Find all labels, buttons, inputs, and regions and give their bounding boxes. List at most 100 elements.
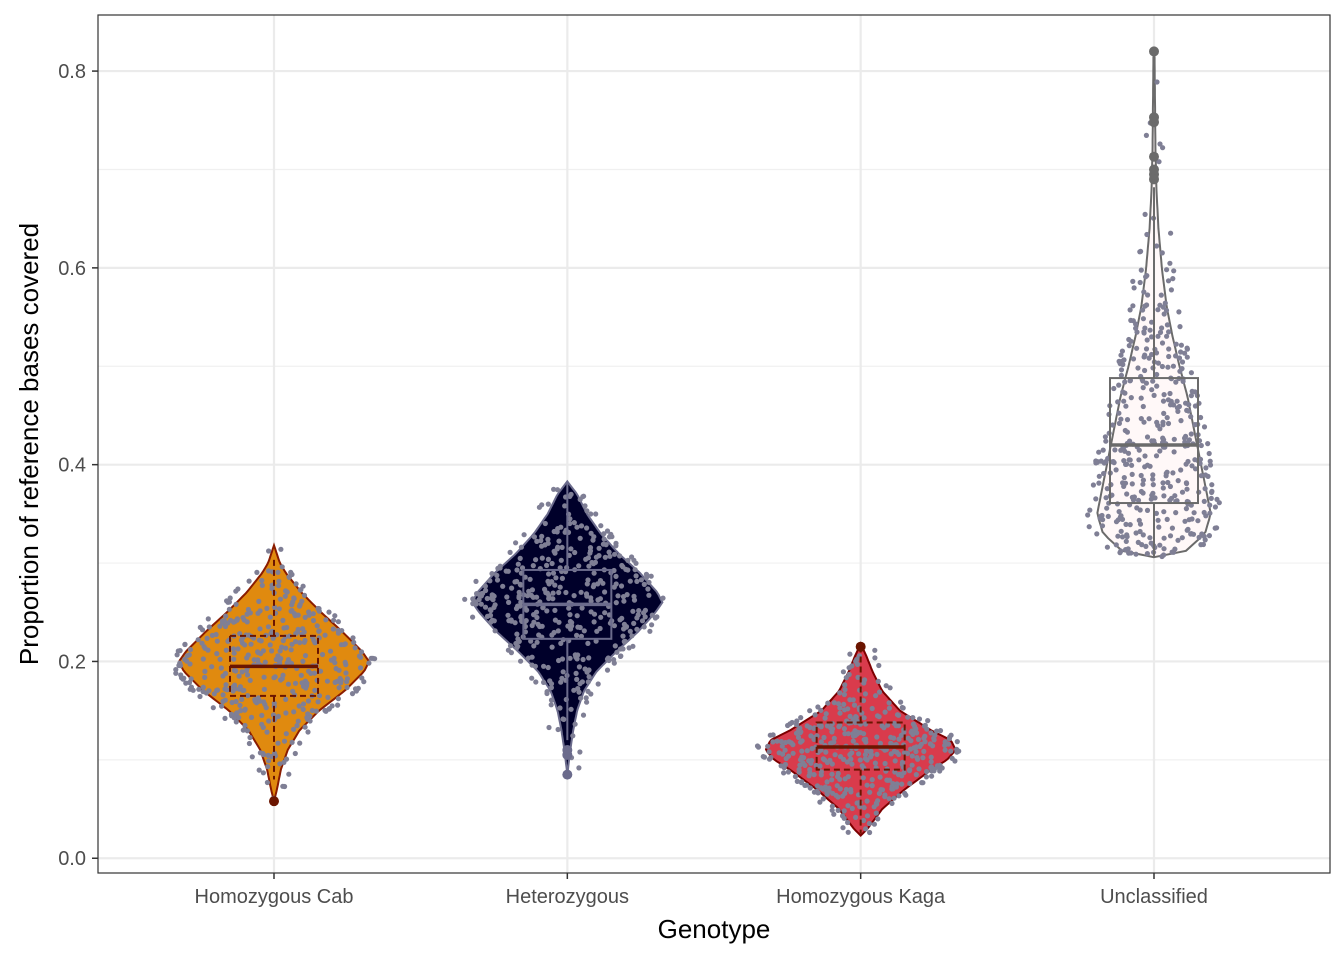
data-point	[223, 647, 229, 653]
data-point	[233, 698, 239, 705]
data-point	[790, 742, 796, 748]
data-point	[247, 677, 253, 684]
data-point	[1212, 525, 1218, 531]
data-point	[580, 656, 586, 663]
data-point	[606, 549, 612, 555]
data-point	[1094, 531, 1100, 537]
data-point	[574, 632, 580, 639]
data-point	[545, 501, 551, 507]
data-point	[836, 724, 842, 730]
data-point	[1206, 533, 1212, 539]
data-point	[325, 694, 331, 701]
data-point	[223, 682, 229, 688]
data-point	[811, 772, 817, 778]
data-point	[558, 557, 564, 563]
data-point	[863, 736, 869, 742]
data-point	[812, 712, 818, 718]
data-point	[1137, 507, 1143, 513]
data-point	[230, 646, 237, 652]
data-point	[629, 554, 635, 560]
data-point	[541, 663, 547, 669]
data-point	[508, 618, 515, 624]
data-point	[1141, 419, 1147, 425]
data-point	[534, 594, 540, 600]
data-point	[837, 710, 843, 716]
data-point	[1123, 521, 1129, 528]
data-point	[1150, 482, 1156, 488]
data-point	[1129, 481, 1135, 487]
data-point	[1160, 435, 1166, 441]
data-point	[1133, 321, 1139, 327]
data-point	[269, 648, 275, 654]
data-point	[221, 618, 227, 624]
data-point	[898, 732, 904, 739]
data-point	[765, 743, 771, 749]
data-point	[632, 567, 638, 573]
data-point	[837, 786, 843, 792]
data-point	[259, 712, 265, 719]
data-point	[1160, 398, 1167, 404]
data-point	[199, 627, 206, 633]
data-point	[857, 730, 864, 736]
data-point	[631, 620, 637, 627]
data-point	[550, 570, 557, 576]
data-point	[774, 738, 780, 744]
data-point	[624, 592, 630, 598]
data-point	[276, 583, 282, 589]
data-point	[545, 540, 551, 546]
data-point	[914, 730, 920, 736]
data-point	[1130, 278, 1136, 284]
data-point	[1173, 353, 1179, 359]
data-point	[802, 782, 808, 789]
data-point	[473, 601, 479, 607]
data-point	[861, 805, 867, 811]
data-point	[293, 639, 299, 645]
data-point	[1123, 461, 1129, 467]
data-point	[1129, 494, 1135, 500]
data-point	[489, 571, 495, 577]
data-point	[1178, 467, 1184, 473]
data-point	[276, 606, 282, 612]
data-point	[876, 790, 883, 797]
data-point	[591, 619, 597, 625]
data-point	[1097, 515, 1103, 521]
data-point	[570, 733, 576, 739]
data-point	[509, 585, 515, 591]
data-point	[1136, 447, 1142, 453]
data-point	[559, 656, 566, 662]
data-point	[260, 648, 266, 654]
data-point	[1112, 447, 1118, 453]
data-point	[620, 646, 626, 652]
data-point	[1154, 243, 1160, 249]
data-point	[930, 743, 936, 749]
data-point	[260, 724, 266, 731]
data-point	[841, 701, 847, 708]
data-point	[1104, 486, 1110, 492]
data-point	[647, 628, 653, 634]
data-point	[1134, 345, 1140, 351]
data-point	[621, 598, 627, 604]
data-point	[1150, 476, 1156, 482]
data-point	[1161, 493, 1167, 499]
data-point	[336, 667, 342, 673]
data-point	[826, 785, 832, 791]
data-point	[223, 613, 229, 619]
data-point	[920, 755, 926, 761]
data-point	[301, 639, 307, 645]
data-point	[1179, 359, 1186, 365]
data-point	[1101, 470, 1107, 477]
data-point	[1121, 475, 1127, 481]
data-point	[790, 750, 796, 756]
data-point	[1149, 387, 1155, 393]
data-point	[200, 689, 206, 695]
data-point	[290, 726, 297, 732]
data-point	[482, 604, 489, 610]
data-point	[220, 692, 226, 698]
data-point	[885, 777, 891, 783]
data-point	[580, 712, 587, 718]
outlier-point	[562, 769, 573, 780]
data-point	[238, 637, 244, 643]
data-point	[530, 563, 536, 569]
data-point	[237, 702, 243, 709]
data-point	[1140, 307, 1146, 313]
